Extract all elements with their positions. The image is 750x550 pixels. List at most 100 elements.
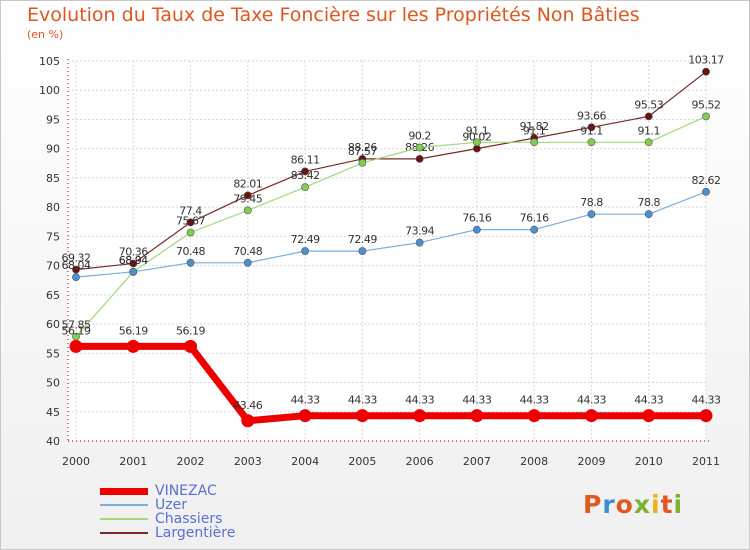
x-tick-label: 2003: [234, 455, 262, 468]
data-point-chassiers: [301, 183, 309, 192]
data-label-vinezac: 56.19: [176, 324, 205, 337]
y-tick-label: 40: [46, 435, 60, 448]
series-line-chassiers: [75, 115, 707, 337]
data-label-largentiere: 82.01: [233, 177, 262, 190]
series-line-vinezac: [76, 342, 706, 425]
data-label-uzer: 70.48: [233, 245, 262, 258]
data-point-chassiers: [702, 112, 710, 121]
legend-label-vinezac: VINEZAC: [155, 483, 217, 499]
legend-item-vinezac[interactable]: VINEZAC: [100, 484, 235, 498]
data-point-uzer: [702, 187, 710, 196]
x-tick-label: 2005: [348, 455, 376, 468]
x-tick-label: 2000: [62, 455, 90, 468]
data-label-largentiere: 93.66: [577, 109, 606, 122]
data-point-uzer: [72, 273, 80, 281]
data-point-largentiere: [587, 123, 596, 132]
y-tick-label: 50: [46, 377, 60, 390]
data-point-uzer: [473, 225, 481, 234]
data-label-chassiers: 95.52: [692, 98, 721, 111]
data-point-chassiers: [530, 138, 539, 147]
data-label-uzer: 73.94: [405, 225, 434, 238]
data-point-vinezac: [699, 409, 713, 423]
y-tick-label: 90: [46, 143, 60, 156]
data-point-chassiers: [644, 138, 653, 147]
y-tick-label: 100: [39, 84, 60, 97]
data-label-uzer: 76.16: [462, 212, 491, 225]
data-label-chassiers: 91.1: [466, 124, 489, 137]
legend-item-chassiers[interactable]: Chassiers: [100, 512, 235, 526]
legend-item-largentiere[interactable]: Largentière: [100, 526, 235, 540]
series-line-uzer: [75, 191, 707, 278]
data-label-uzer: 68.94: [119, 254, 148, 267]
data-label-largentiere: 95.53: [634, 98, 663, 111]
data-label-vinezac: 44.33: [348, 394, 377, 407]
data-label-largentiere: 103.17: [688, 54, 724, 67]
data-label-chassiers: 87.57: [348, 145, 377, 158]
x-tick-label: 2009: [577, 455, 605, 468]
data-point-vinezac: [584, 409, 598, 423]
data-point-vinezac: [241, 414, 255, 428]
data-label-chassiers: 91.1: [523, 124, 546, 137]
data-point-largentiere: [186, 218, 195, 227]
data-point-uzer: [186, 258, 195, 267]
legend-swatch-uzer: [100, 504, 148, 506]
y-tick-label: 85: [46, 172, 60, 185]
y-tick-label: 45: [46, 406, 60, 419]
data-point-vinezac: [527, 409, 541, 423]
data-point-uzer: [301, 247, 309, 255]
data-label-chassiers: 91.1: [637, 124, 660, 137]
data-label-uzer: 72.49: [291, 233, 320, 246]
data-label-uzer: 72.49: [348, 233, 377, 246]
data-label-vinezac: 44.33: [291, 394, 320, 407]
data-point-largentiere: [702, 67, 710, 76]
data-label-chassiers: 75.67: [176, 214, 205, 227]
data-label-chassiers: 91.1: [580, 124, 603, 137]
data-point-chassiers: [358, 158, 367, 167]
data-point-chassiers: [473, 138, 481, 147]
data-point-vinezac: [470, 409, 484, 423]
data-point-uzer: [358, 247, 367, 255]
data-label-uzer: 82.62: [692, 174, 721, 187]
data-label-largentiere: 90.02: [462, 131, 491, 144]
legend-swatch-largentiere: [100, 532, 148, 534]
data-label-uzer: 68.04: [62, 259, 91, 272]
legend-swatch-vinezac: [100, 487, 148, 495]
chart-title: Evolution du Taux de Taxe Foncière sur l…: [27, 4, 640, 26]
data-label-largentiere: 91.82: [520, 120, 549, 133]
data-point-largentiere: [301, 167, 309, 176]
y-tick-label: 65: [46, 289, 60, 302]
legend-swatch-chassiers: [100, 518, 148, 520]
data-label-vinezac: 44.33: [634, 394, 663, 407]
data-point-chassiers: [243, 206, 252, 215]
legend-label-uzer: Uzer: [155, 497, 187, 513]
y-tick-label: 70: [46, 260, 60, 273]
data-point-largentiere: [415, 154, 424, 163]
data-label-uzer: 78.8: [637, 196, 660, 209]
legend-label-largentiere: Largentière: [155, 525, 236, 541]
x-tick-label: 2011: [692, 455, 720, 468]
data-label-chassiers: 68.94: [119, 254, 148, 267]
data-point-vinezac: [355, 409, 369, 423]
data-label-chassiers: 83.42: [291, 169, 320, 182]
data-label-uzer: 78.8: [580, 196, 603, 209]
data-label-chassiers: 90.2: [408, 130, 431, 143]
logo-letter: r: [602, 490, 616, 519]
logo-letter: i: [673, 490, 684, 519]
data-label-chassiers: 57.85: [62, 319, 91, 332]
logo-letter: t: [660, 490, 674, 519]
y-tick-label: 60: [46, 318, 60, 331]
data-point-vinezac: [184, 339, 198, 353]
data-point-vinezac: [413, 409, 427, 423]
x-tick-label: 2004: [291, 455, 319, 468]
data-label-vinezac: 44.33: [520, 394, 549, 407]
data-label-uzer: 76.16: [520, 212, 549, 225]
data-point-largentiere: [243, 191, 252, 200]
x-tick-label: 2006: [406, 455, 434, 468]
proxiti-logo[interactable]: Proxiti: [583, 490, 683, 519]
legend-item-uzer[interactable]: Uzer: [100, 498, 235, 512]
series-line-largentiere: [75, 71, 707, 271]
legend: VINEZAC Uzer Chassiers Largentière: [100, 484, 235, 540]
x-tick-label: 2008: [520, 455, 548, 468]
x-tick-label: 2007: [463, 455, 491, 468]
